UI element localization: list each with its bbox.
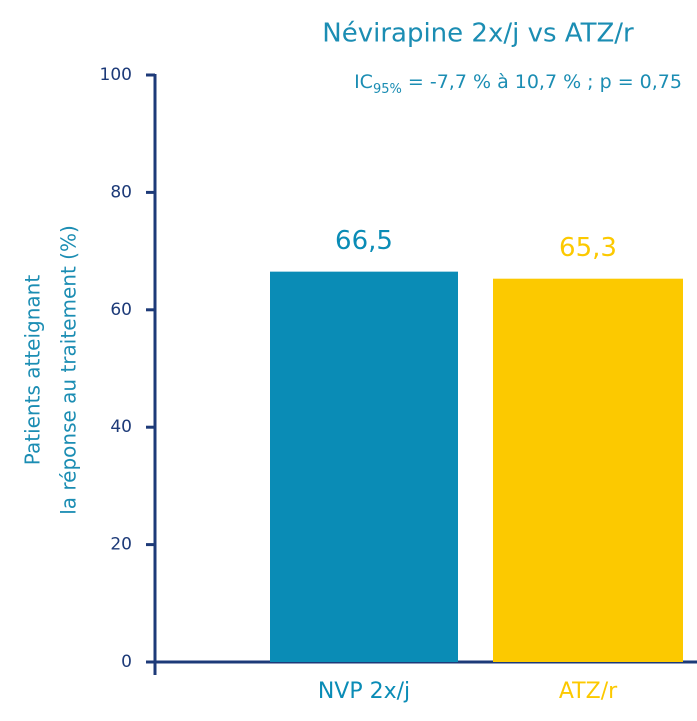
y-tick-label: 60 bbox=[110, 300, 132, 320]
value-label: 66,5 bbox=[335, 226, 393, 256]
y-tick-label: 20 bbox=[110, 535, 132, 555]
x-tick-label: NVP 2x/j bbox=[318, 679, 410, 704]
y-tick-label: 80 bbox=[110, 182, 132, 202]
value-label: 65,3 bbox=[559, 233, 617, 263]
y-axis-label: Patients atteignant bbox=[21, 275, 45, 466]
subtitle-part: IC bbox=[354, 71, 373, 93]
y-tick-label: 40 bbox=[110, 417, 132, 437]
x-tick-label: ATZ/r bbox=[559, 679, 618, 704]
subtitle-subscript: 95% bbox=[373, 82, 402, 97]
y-axis-label: la réponse au traitement (%) bbox=[57, 225, 81, 515]
subtitle-part: = -7,7 % à 10,7 % ; p = 0,75 bbox=[402, 71, 682, 93]
chart-title: Névirapine 2x/j vs ATZ/r bbox=[322, 19, 634, 49]
chart-subtitle: IC95% = -7,7 % à 10,7 % ; p = 0,75 bbox=[354, 71, 682, 97]
bar bbox=[270, 271, 458, 662]
bar bbox=[493, 278, 683, 662]
y-tick-label: 0 bbox=[121, 652, 132, 672]
y-tick-label: 100 bbox=[100, 65, 132, 85]
